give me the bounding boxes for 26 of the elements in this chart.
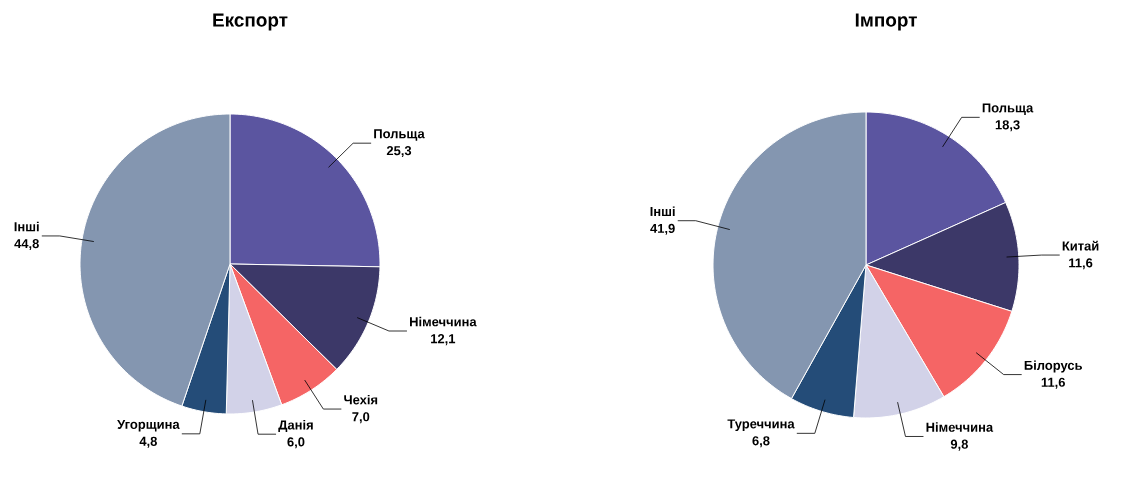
slice-label: Китай xyxy=(1062,240,1099,251)
data-label: 4,8 xyxy=(139,436,157,448)
chart-title: Імпорт xyxy=(855,13,917,31)
slice-label: Чехія xyxy=(344,394,378,405)
slice-label: Німеччина xyxy=(410,316,477,327)
data-label: 12,1 xyxy=(431,334,456,346)
slice-label: Німеччина xyxy=(926,422,994,432)
data-label: 11,6 xyxy=(1041,377,1065,389)
slice-label: Данія xyxy=(278,420,313,432)
data-label: 6,0 xyxy=(287,437,305,449)
data-label: 41,9 xyxy=(650,223,675,235)
data-label: 6,8 xyxy=(752,436,770,448)
data-label: 9,8 xyxy=(950,439,968,451)
slice-label: Туреччина xyxy=(727,419,795,431)
data-label: 44,8 xyxy=(14,239,39,251)
slice-label: Угорщина xyxy=(117,419,180,432)
chart-title: Експорт xyxy=(213,13,288,31)
data-label: 25,3 xyxy=(386,146,412,158)
slice-label: Білорусь xyxy=(1024,360,1082,373)
slice-label: Інші xyxy=(14,221,39,232)
data-label: 18,3 xyxy=(995,120,1020,132)
slice-label: Інші xyxy=(650,206,675,216)
data-label: 7,0 xyxy=(352,412,370,424)
data-label: 11,6 xyxy=(1069,258,1093,270)
slice-label: Польща xyxy=(982,103,1034,115)
slice-label: Польща xyxy=(374,129,425,141)
